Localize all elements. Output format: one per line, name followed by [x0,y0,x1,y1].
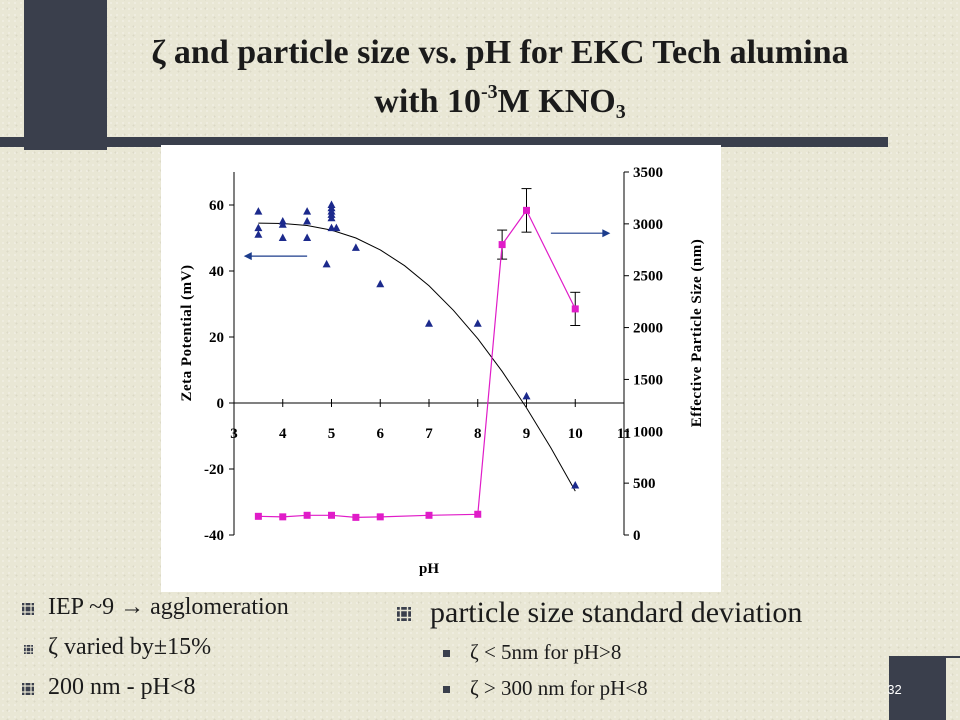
title-line2-pre: with 10 [374,83,481,120]
right-tick-label: 500 [633,476,656,492]
fit-curve-line [258,222,576,492]
zeta-point [473,319,482,327]
zeta-point [327,213,336,222]
size-point [303,511,311,519]
title-exponent: -3 [481,81,498,103]
zeta-point [522,391,531,400]
x-axis-ticks: 3 4 5 6 7 8 9 10 11 [230,399,631,442]
title-line2-mid: M KNO [497,83,616,120]
bullet-text-1: IEP ~9 → agglomeration [48,594,289,620]
size-point [523,206,530,214]
zeta-point [254,230,263,238]
title-zeta-symbol: ζ [151,34,166,71]
bullet-square-icon [22,683,34,695]
zeta-fit-curve [258,222,576,492]
zeta-point [278,220,287,228]
zeta-point [322,259,331,268]
size-series [254,206,579,521]
size-point [376,513,384,521]
right-tick-label: 0 [633,528,641,544]
chart-frame [233,172,625,535]
right-tick-label: 2500 [633,269,663,285]
x-tick-label: 10 [568,426,583,442]
title-underline-bar [0,137,888,147]
bullet-text-2: ζ varied by±15% [48,634,212,660]
size-point [425,511,433,519]
zeta-series [254,200,580,489]
title-line1: and particle size vs. pH for EKC Tech al… [165,34,849,71]
right-axis-label: Effective Particle Size (nm) [689,239,705,428]
zeta-point [327,207,336,215]
right-tick-label: 2000 [633,321,663,337]
zeta-point [351,243,360,251]
left-tick-label: -40 [204,528,224,544]
right-tick-label: 3000 [633,217,663,233]
page-number-line [946,656,960,658]
size-point [352,513,360,521]
right-tick-label: 3500 [633,165,663,181]
page-number-block [889,656,946,720]
page-number: 32 [887,682,902,697]
zeta-point [571,481,580,489]
left-tick-label: 20 [209,330,224,346]
x-tick-label: 3 [230,426,238,442]
size-point [498,241,506,249]
x-tick-label: 7 [425,426,433,442]
right-axis-ticks: 0 500 1000 1500 2000 2500 3000 3500 [624,165,663,544]
left-arrow-icon [243,252,252,261]
sub-bullet-square-icon [443,650,450,657]
zeta-point [376,279,385,288]
right-tick-label: 1500 [633,372,663,388]
left-tick-label: -20 [204,462,224,478]
axis-arrows [243,229,611,261]
x-axis-label: pH [419,561,439,577]
x-tick-label: 4 [279,426,287,442]
zeta-point [303,207,312,215]
x-tick-label: 8 [474,426,482,442]
zeta-point [254,223,263,232]
chart-panel: 3 4 5 6 7 8 9 10 11 -40 -20 0 20 40 60 0 500 1000 1500 20… [161,145,721,592]
bullet-square-icon [397,607,411,621]
zeta-point [425,319,433,327]
size-point [279,513,287,521]
left-axis-ticks: -40 -20 0 20 40 60 [204,198,234,544]
bullet-text-3: 200 nm - pH<8 [48,674,196,700]
right-heading-text: particle size standard deviation [430,596,803,629]
x-tick-label: 6 [377,426,385,442]
left-tick-label: 40 [209,264,224,280]
size-error-bars [497,188,581,326]
left-title-block [24,0,107,150]
sub-bullet-text-2: ζ > 300 nm for pH<8 [470,676,648,700]
x-tick-label: 9 [523,426,531,442]
zeta-point [278,233,287,241]
sub-bullet-text-1: ζ < 5nm for pH>8 [470,640,622,664]
left-tick-label: 60 [209,198,224,214]
left-tick-label: 0 [217,396,225,412]
zeta-point [303,233,312,241]
sub-bullet-square-icon [443,686,450,693]
title-subscript: 3 [615,101,626,123]
size-point [571,305,579,313]
bullet-square-icon [24,645,33,654]
slide-title: ζ and particle size vs. pH for EKC Tech … [110,28,890,126]
size-point [254,512,262,520]
size-point [328,511,335,519]
zeta-point [254,207,263,215]
right-tick-label: 1000 [633,424,663,440]
zeta-point [303,217,312,225]
left-axis-label: Zeta Potential (mV) [179,265,195,402]
right-arrow-icon [602,229,611,238]
size-point [474,510,482,518]
bullet-square-icon [22,603,34,615]
zeta-point [332,223,341,232]
x-tick-label: 5 [328,426,336,442]
x-tick-label: 11 [617,426,631,442]
zeta-size-chart: 3 4 5 6 7 8 9 10 11 -40 -20 0 20 40 60 0 500 1000 1500 20… [179,165,705,577]
